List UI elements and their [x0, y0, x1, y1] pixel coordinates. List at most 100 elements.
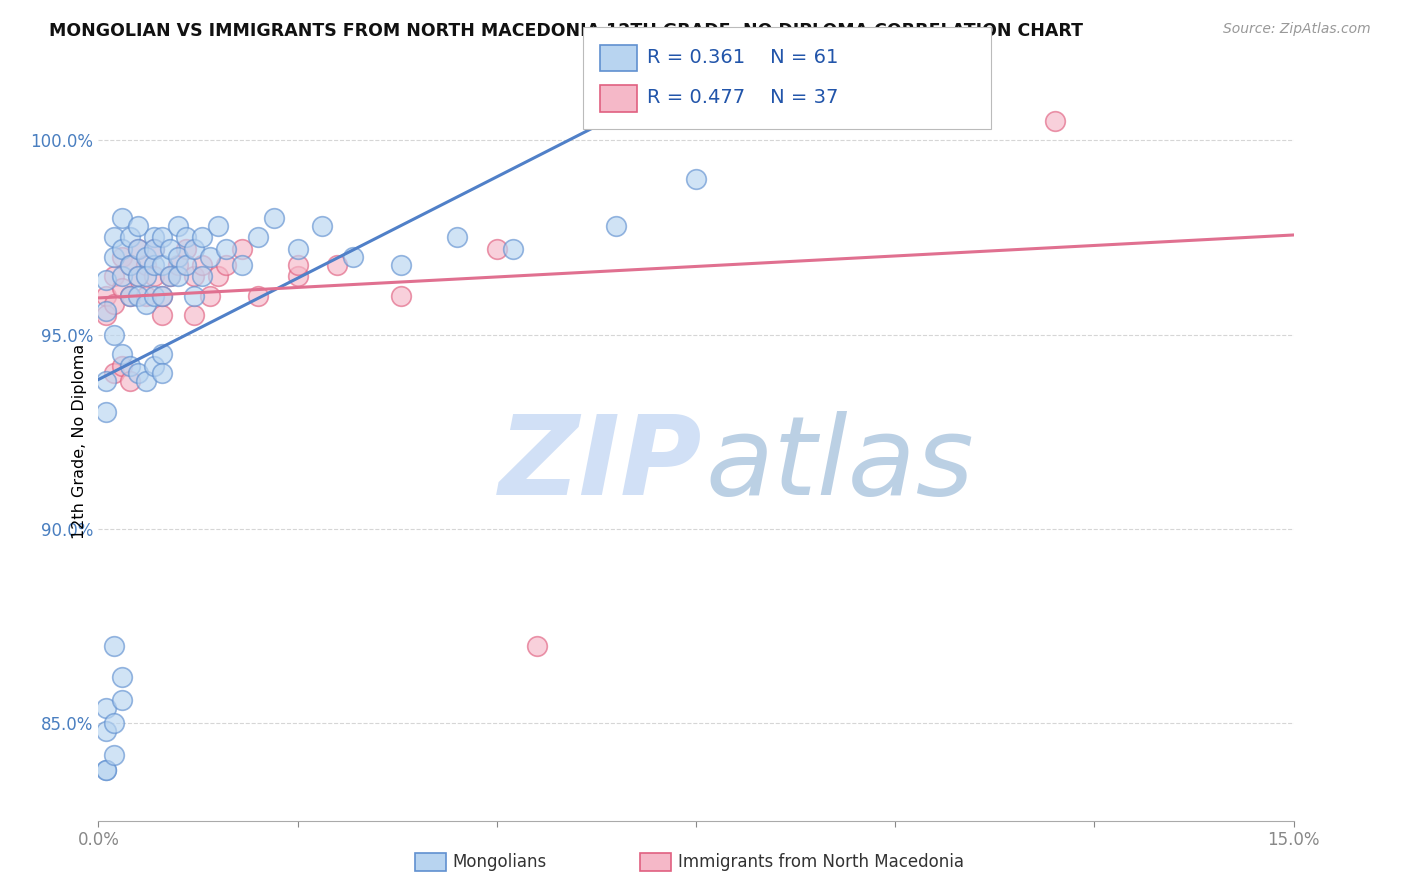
- Point: [127, 219, 149, 233]
- Point: [183, 308, 205, 322]
- Point: [207, 219, 229, 233]
- Point: [167, 219, 190, 233]
- Point: [159, 269, 181, 284]
- Point: [287, 258, 309, 272]
- Point: [103, 269, 125, 284]
- Point: [96, 763, 118, 777]
- Text: Immigrants from North Macedonia: Immigrants from North Macedonia: [678, 853, 963, 871]
- Point: [111, 347, 134, 361]
- Point: [96, 405, 118, 419]
- Point: [120, 289, 142, 303]
- Point: [246, 289, 269, 303]
- Point: [103, 250, 125, 264]
- Point: [120, 230, 142, 244]
- Point: [135, 258, 157, 272]
- Point: [150, 289, 173, 303]
- Point: [103, 327, 125, 342]
- Point: [183, 269, 205, 284]
- Point: [143, 258, 166, 272]
- Point: [183, 242, 205, 256]
- Point: [231, 258, 253, 272]
- Point: [287, 242, 309, 256]
- Point: [143, 242, 166, 256]
- Point: [150, 230, 173, 244]
- Point: [127, 242, 149, 256]
- Point: [143, 230, 166, 244]
- Point: [103, 296, 125, 310]
- Point: [111, 269, 134, 284]
- Point: [135, 269, 157, 284]
- Text: MONGOLIAN VS IMMIGRANTS FROM NORTH MACEDONIA 12TH GRADE, NO DIPLOMA CORRELATION : MONGOLIAN VS IMMIGRANTS FROM NORTH MACED…: [49, 22, 1083, 40]
- Point: [143, 269, 166, 284]
- Point: [485, 242, 508, 256]
- Point: [135, 374, 157, 388]
- Point: [127, 289, 149, 303]
- Point: [143, 289, 166, 303]
- Point: [111, 250, 134, 264]
- Point: [96, 374, 118, 388]
- Point: [526, 639, 548, 653]
- Point: [111, 359, 134, 373]
- Point: [127, 269, 149, 284]
- Point: [135, 250, 157, 264]
- Point: [605, 219, 627, 233]
- Point: [135, 289, 157, 303]
- Point: [103, 747, 125, 762]
- Point: [96, 304, 118, 318]
- Point: [311, 219, 333, 233]
- Point: [502, 242, 524, 256]
- Point: [215, 258, 238, 272]
- Point: [120, 258, 142, 272]
- Point: [111, 211, 134, 225]
- Point: [191, 230, 214, 244]
- Point: [191, 258, 214, 272]
- Point: [103, 367, 125, 381]
- Point: [183, 289, 205, 303]
- Point: [174, 242, 197, 256]
- Point: [150, 308, 173, 322]
- Point: [389, 289, 412, 303]
- Point: [96, 701, 118, 715]
- Point: [111, 242, 134, 256]
- Point: [111, 693, 134, 707]
- Point: [120, 374, 142, 388]
- Point: [326, 258, 349, 272]
- Text: ZIP: ZIP: [499, 411, 702, 517]
- Point: [150, 289, 173, 303]
- Point: [135, 296, 157, 310]
- Y-axis label: 12th Grade, No Diploma: 12th Grade, No Diploma: [72, 344, 87, 539]
- Point: [150, 347, 173, 361]
- Point: [215, 242, 238, 256]
- Point: [159, 242, 181, 256]
- Point: [191, 269, 214, 284]
- Point: [103, 639, 125, 653]
- Point: [143, 359, 166, 373]
- Point: [167, 269, 190, 284]
- Point: [174, 230, 197, 244]
- Point: [111, 670, 134, 684]
- Point: [167, 258, 190, 272]
- Point: [127, 367, 149, 381]
- Point: [143, 242, 166, 256]
- Point: [389, 258, 412, 272]
- Point: [446, 230, 468, 244]
- Point: [103, 716, 125, 731]
- Point: [96, 724, 118, 739]
- Point: [207, 269, 229, 284]
- Text: Source: ZipAtlas.com: Source: ZipAtlas.com: [1223, 22, 1371, 37]
- Point: [167, 250, 190, 264]
- Point: [174, 258, 197, 272]
- Point: [287, 269, 309, 284]
- Point: [342, 250, 364, 264]
- Point: [103, 230, 125, 244]
- Point: [96, 273, 118, 287]
- Point: [150, 367, 173, 381]
- Point: [127, 242, 149, 256]
- Text: Mongolians: Mongolians: [453, 853, 547, 871]
- Point: [246, 230, 269, 244]
- Point: [1043, 113, 1066, 128]
- Text: R = 0.361    N = 61: R = 0.361 N = 61: [647, 47, 838, 67]
- Point: [198, 250, 221, 264]
- Point: [96, 289, 118, 303]
- Point: [159, 269, 181, 284]
